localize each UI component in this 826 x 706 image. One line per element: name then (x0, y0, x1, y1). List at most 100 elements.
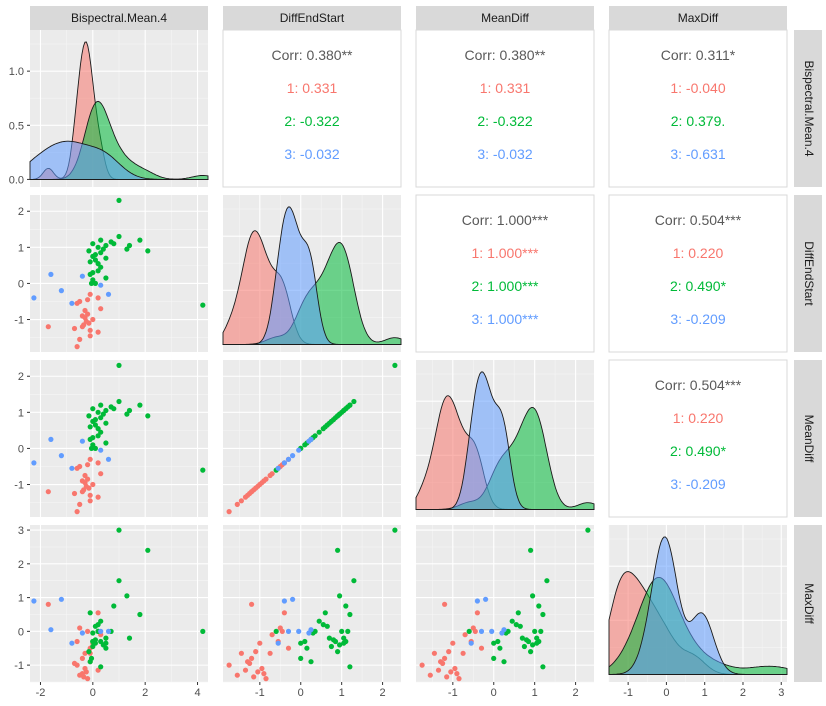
x-tick-label-maxdiff: 2 (740, 687, 746, 699)
point-group-1 (261, 671, 267, 677)
point-group-2 (92, 252, 98, 258)
point-group-2 (540, 611, 546, 618)
x-tick-label-maxdiff: 3 (778, 687, 784, 699)
point-group-1 (249, 655, 255, 662)
point-group-1 (82, 650, 88, 656)
point-group-3 (79, 438, 85, 444)
point-group-1 (79, 478, 85, 484)
x-tick-label-bispectral-mean-4: 0 (90, 687, 96, 699)
point-group-1 (474, 610, 480, 616)
point-group-1 (255, 669, 261, 675)
point-group-2 (200, 467, 206, 473)
point-group-3 (79, 630, 85, 636)
point-group-1 (85, 676, 91, 682)
point-group-1 (454, 671, 460, 677)
point-group-2 (111, 241, 117, 247)
point-group-1 (95, 610, 101, 616)
point-group-1 (77, 463, 83, 470)
x-tick-label-bispectral-mean-4: 2 (142, 687, 148, 699)
point-group-1 (419, 662, 425, 668)
panel-diffendstart-vs-meandiff: Corr: 1.000*** 1: 1.000*** 2: 1.000*** 3: 1… (415, 194, 595, 353)
point-group-2 (95, 261, 101, 267)
y-tick-label-maxdiff: 0 (18, 626, 24, 638)
corr-label-g3: 3: -0.032 (284, 146, 339, 162)
point-group-3 (296, 447, 302, 453)
point-group-2 (528, 649, 534, 655)
point-group-1 (87, 333, 93, 339)
point-group-3 (499, 630, 505, 636)
y-tick-label-diffendstart: 0 (18, 278, 24, 290)
point-group-3 (489, 628, 495, 635)
point-group-2 (530, 593, 536, 599)
row-strip-label-maxdiff: MaxDiff (802, 583, 816, 624)
point-group-1 (247, 660, 253, 667)
point-group-3 (468, 640, 474, 646)
point-group-1 (90, 316, 96, 323)
point-group-2 (95, 244, 101, 250)
point-group-2 (92, 417, 98, 423)
point-group-1 (249, 489, 255, 495)
point-group-2 (103, 275, 109, 281)
corr-label-g2: 2: -0.322 (284, 113, 339, 129)
panel-meandiff-vs-maxdiff: Corr: 0.504*** 1: 0.220 2: 0.490* 3: -0.209 (608, 359, 788, 518)
x-tick-label-meandiff: -1 (448, 687, 458, 699)
point-group-3 (285, 456, 292, 462)
point-group-1 (281, 610, 287, 616)
row-strips: Bispectral.Mean.4 DiffEndStart MeanDiff Max… (794, 30, 822, 682)
point-group-2 (324, 623, 330, 629)
point-group-3 (48, 436, 54, 442)
point-group-2 (116, 197, 122, 203)
x-tick-label-maxdiff: 0 (663, 687, 669, 699)
point-group-3 (69, 465, 75, 471)
point-group-2 (124, 246, 130, 252)
panel-meandiff-vs-bispectral-mean-4 (30, 360, 208, 517)
point-group-2 (98, 429, 104, 435)
point-group-3 (31, 295, 37, 301)
point-group-3 (306, 438, 312, 444)
point-group-2 (326, 635, 332, 641)
point-group-1 (456, 676, 462, 682)
point-group-2 (98, 415, 104, 421)
column-strip-label-bispectral-mean-4: Bispectral.Mean.4 (71, 11, 167, 25)
corr-panel-bg (415, 194, 595, 353)
point-group-2 (341, 407, 347, 414)
point-group-1 (450, 640, 456, 646)
point-group-1 (478, 645, 485, 651)
panel-bispectral-mean-4-vs-bispectral-mean-4 (29, 30, 209, 187)
point-group-2 (100, 246, 106, 252)
point-group-1 (95, 295, 101, 301)
point-group-2 (339, 628, 345, 635)
corr-panel-bg (608, 29, 788, 188)
point-group-2 (95, 409, 101, 415)
point-group-1 (85, 476, 91, 482)
point-group-2 (392, 527, 398, 533)
point-group-1 (87, 498, 93, 504)
point-group-2 (98, 264, 104, 270)
point-group-2 (491, 640, 497, 646)
point-group-2 (525, 638, 532, 645)
point-group-1 (234, 501, 240, 507)
corr-label-overall: Corr: 0.380** (465, 47, 546, 63)
point-group-2 (126, 242, 133, 249)
point-group-2 (298, 655, 304, 662)
corr-label-g1: 1: 0.220 (673, 245, 724, 261)
point-group-2 (540, 664, 546, 670)
corr-label-g1: 1: -0.040 (670, 80, 725, 96)
point-group-2 (497, 645, 503, 651)
point-group-1 (226, 509, 232, 515)
y-axes: 0.0 0.5 1.0 -1 0 1 2 -1 0 1 2 -1 0 1 2 3 (9, 66, 30, 672)
point-group-1 (85, 628, 91, 635)
point-group-1 (242, 667, 249, 673)
point-group-2 (92, 422, 98, 428)
point-group-2 (116, 578, 122, 584)
point-group-2 (519, 635, 526, 641)
point-group-2 (509, 618, 515, 624)
point-group-2 (90, 270, 96, 276)
point-group-2 (328, 643, 334, 650)
point-group-2 (90, 406, 96, 412)
corr-label-overall: Corr: 0.504*** (655, 212, 742, 228)
point-group-2 (528, 547, 534, 553)
point-group-2 (137, 611, 143, 618)
y-tick-label-meandiff: 0 (18, 443, 24, 455)
